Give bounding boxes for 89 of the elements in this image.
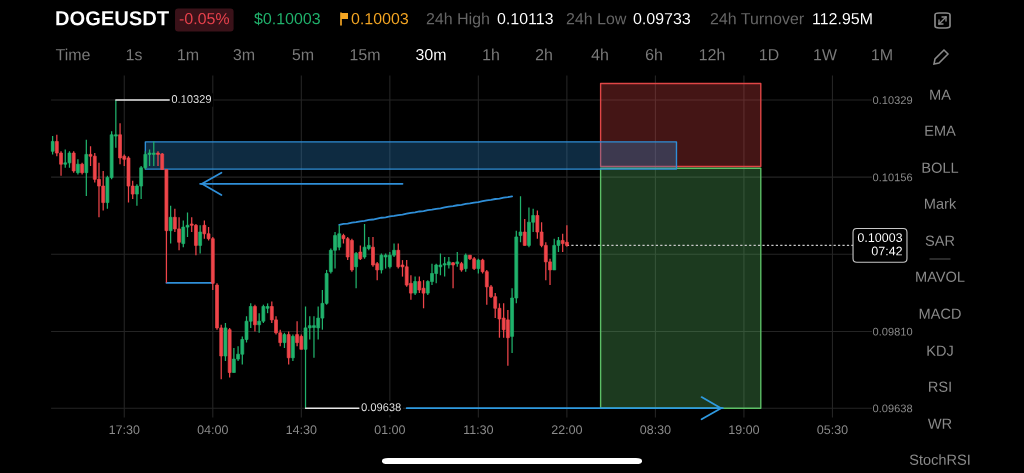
candlestick bbox=[354, 251, 358, 289]
candlestick bbox=[253, 304, 257, 333]
text: 12h bbox=[699, 48, 725, 61]
candlestick bbox=[442, 256, 447, 278]
text: MA bbox=[930, 89, 951, 100]
text: 2h bbox=[535, 48, 552, 61]
text: 0.10003 bbox=[351, 12, 409, 25]
candlestick bbox=[447, 256, 451, 270]
text: 1W bbox=[814, 49, 837, 61]
candlestick bbox=[527, 206, 531, 248]
candlestick bbox=[312, 315, 316, 359]
candlestick bbox=[413, 275, 417, 296]
candlestick bbox=[194, 223, 198, 256]
candlestick bbox=[371, 236, 375, 268]
candlestick bbox=[181, 219, 186, 248]
text: 4h bbox=[591, 48, 608, 61]
candlestick bbox=[438, 252, 443, 276]
line-series bbox=[338, 195, 513, 226]
x-tick-label: 11:30 bbox=[464, 425, 494, 435]
candlestick bbox=[295, 320, 299, 347]
text: 15m bbox=[350, 49, 380, 61]
chart-title: DOGEUSDT bbox=[56, 11, 169, 26]
text: RSI bbox=[929, 381, 951, 392]
text: 0.09733 bbox=[633, 12, 691, 25]
x-tick-label: 17:30 bbox=[109, 425, 140, 435]
candlestick bbox=[451, 261, 455, 289]
text: 24h High bbox=[426, 12, 489, 28]
x-tick-label: 08:30 bbox=[640, 425, 671, 435]
text: 5m bbox=[292, 49, 314, 61]
candlestick bbox=[421, 279, 426, 309]
y-tick-label: 0.09638 bbox=[872, 404, 913, 413]
candlestick bbox=[463, 252, 468, 273]
text: 6h bbox=[645, 48, 662, 61]
text: $0.10003 bbox=[254, 12, 320, 26]
candlestick bbox=[333, 231, 337, 270]
candlestick bbox=[84, 139, 89, 197]
candlestick bbox=[286, 330, 291, 366]
text: 30m bbox=[416, 48, 446, 61]
y-tick-label: 0.10329 bbox=[872, 96, 913, 105]
candlestick bbox=[168, 205, 173, 245]
text: KDJ bbox=[927, 345, 953, 356]
x-tick-label: 04:00 bbox=[197, 425, 228, 435]
text: StochRSI bbox=[909, 454, 970, 465]
candlestick bbox=[565, 224, 569, 248]
text: 24h Low bbox=[566, 12, 627, 25]
annotation: 0.10329 bbox=[171, 95, 212, 103]
ref-line-label: 0.10003 07:42 bbox=[857, 233, 903, 256]
x-tick-label: 14:30 bbox=[286, 425, 317, 435]
candlestick bbox=[50, 135, 55, 156]
y-tick-label: 0.09810 bbox=[872, 327, 913, 336]
candlestick bbox=[198, 224, 202, 255]
text: WR bbox=[927, 418, 952, 429]
candlestick bbox=[232, 347, 236, 374]
candlestick bbox=[151, 140, 156, 167]
candlestick bbox=[118, 122, 122, 165]
x-tick-label: 05:30 bbox=[817, 425, 848, 435]
text: 112.95M bbox=[813, 12, 872, 25]
y-tick-label: 0.10156 bbox=[872, 173, 913, 182]
text: MACD bbox=[919, 308, 961, 319]
text: BOLL bbox=[922, 162, 959, 173]
text: 1s bbox=[126, 49, 142, 61]
text: Mark bbox=[924, 198, 957, 209]
text: 1m bbox=[178, 49, 199, 61]
candlestick bbox=[506, 309, 510, 367]
text: 0.10113 bbox=[497, 12, 553, 25]
candlestick bbox=[71, 150, 76, 174]
candlestick bbox=[202, 219, 207, 240]
x-tick-label: 19:00 bbox=[729, 425, 760, 435]
candlestick bbox=[396, 242, 401, 270]
candlestick bbox=[303, 305, 308, 409]
text: EMA bbox=[925, 125, 956, 136]
candlestick bbox=[522, 218, 527, 247]
text: 1D bbox=[760, 49, 779, 61]
text: -0.05% bbox=[179, 12, 230, 25]
x-tick-label: 01:00 bbox=[374, 425, 405, 435]
x-tick-label: 22:00 bbox=[551, 425, 583, 435]
candlestick bbox=[291, 333, 295, 362]
candlestick bbox=[156, 150, 160, 167]
candlestick bbox=[63, 148, 68, 169]
candlestick bbox=[379, 252, 384, 275]
text: 1M bbox=[872, 49, 892, 61]
text: 24h Turnover bbox=[710, 12, 804, 25]
text: 1h bbox=[483, 48, 499, 61]
text: Time bbox=[55, 48, 90, 61]
text: SAR bbox=[925, 235, 955, 246]
text: MAVOL bbox=[916, 271, 965, 282]
annotation: 0.09638 bbox=[361, 403, 401, 412]
candlestick bbox=[362, 223, 367, 260]
text: 3m bbox=[233, 48, 255, 61]
